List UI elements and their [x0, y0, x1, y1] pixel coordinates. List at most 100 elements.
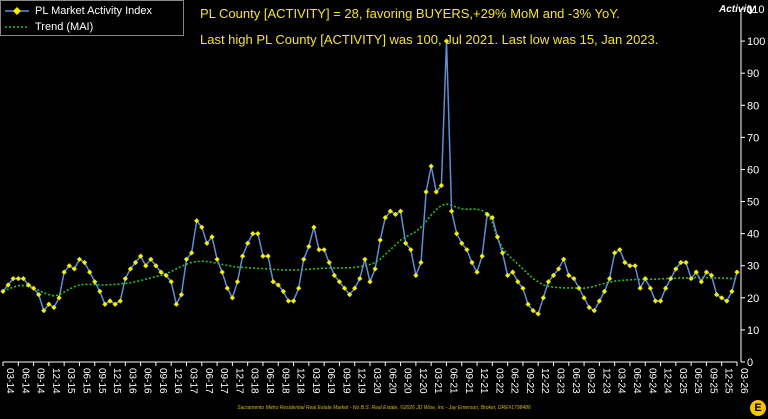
pmai-point [734, 269, 740, 275]
pmai-point [270, 279, 276, 285]
pmai-point [403, 240, 409, 246]
pmai-point [255, 231, 261, 237]
pmai-point [36, 292, 42, 298]
pmai-point [387, 208, 393, 214]
pmai-point [357, 275, 363, 282]
x-tick-label: 06-20 [386, 368, 397, 394]
pmai-point [708, 272, 715, 278]
pmai-point [372, 266, 378, 272]
x-tick-label: 09-22 [524, 368, 535, 394]
pmai-point [56, 295, 62, 301]
pmai-point [408, 247, 414, 253]
pmai-point [392, 211, 399, 217]
x-tick-label: 09-18 [279, 368, 290, 394]
x-tick-label: 06-16 [142, 368, 153, 394]
pmai-point [143, 263, 149, 269]
pmai-point [622, 259, 628, 266]
pmai-point [652, 298, 659, 304]
x-tick-label: 12-18 [295, 368, 306, 394]
pmai-point [729, 288, 735, 294]
x-tick-label: 06-23 [570, 368, 581, 394]
y-tick-label: 0 [747, 357, 753, 369]
pmai-point [234, 279, 241, 285]
pmai-point [443, 38, 450, 44]
pmai-point [122, 275, 128, 282]
pmai-point [530, 308, 536, 314]
legend-label-trend: Trend (MAI) [35, 21, 94, 33]
pmai-point [499, 250, 506, 256]
x-tick-label: 09-25 [707, 368, 718, 394]
pmai-point [505, 272, 511, 278]
pmai-point [173, 301, 179, 307]
x-tick-label: 06-17 [203, 368, 214, 394]
x-tick-label: 03-17 [188, 368, 199, 394]
y-tick-label: 80 [747, 100, 759, 112]
x-tick-label: 09-14 [35, 368, 46, 394]
pmai-point [663, 285, 669, 291]
x-tick-label: 12-24 [662, 368, 673, 394]
pmai-point [714, 292, 720, 298]
pmai-point [540, 295, 546, 301]
pmai-point [647, 285, 653, 291]
pmai-point [183, 256, 190, 262]
x-tick-label: 09-15 [96, 368, 107, 394]
x-tick-label: 06-19 [325, 368, 336, 394]
legend: PL Market Activity Index Trend (MAI) [0, 0, 184, 36]
y-tick-label: 20 [747, 293, 759, 305]
x-tick-label: 06-18 [264, 368, 275, 394]
x-tick-label: 03-22 [493, 368, 504, 394]
pmai-point [454, 231, 460, 237]
pmai-point [724, 298, 730, 304]
x-tick-label: 06-14 [19, 368, 30, 394]
y-tick-label: 110 [747, 4, 765, 16]
pmai-point [51, 304, 57, 311]
x-tick-label: 09-16 [157, 368, 168, 394]
annotation-current: PL County [ACTIVITY] = 28, favoring BUYE… [200, 6, 620, 21]
x-axis: 03-14 06-14 09-14 12-14 03-15 06-15 09-15 12-15… [2, 361, 749, 394]
pmai-point [46, 301, 52, 307]
pmai-point [250, 231, 256, 237]
pmai-point [617, 247, 623, 253]
y-tick-label: 70 [747, 132, 759, 144]
pmai-point [194, 218, 200, 224]
pmai-point [459, 240, 465, 246]
x-tick-label: 12-20 [417, 368, 428, 394]
pmai-point [719, 295, 725, 301]
pmai-point [301, 256, 307, 262]
pmai-point [418, 259, 424, 266]
pmai-point [347, 292, 353, 298]
pmai-point [117, 298, 123, 304]
pmai-point [571, 275, 577, 282]
pmai-point [703, 269, 710, 275]
pmai-point [311, 224, 317, 230]
pmai-point [280, 288, 286, 294]
x-tick-label: 12-14 [50, 368, 61, 394]
pmai-point [188, 250, 195, 256]
pmai-point [464, 247, 470, 253]
pmai-point [525, 301, 531, 307]
pmai-point [214, 256, 220, 262]
pmai-point [433, 189, 439, 195]
pmai-point [229, 295, 235, 301]
x-tick-label: 12-25 [723, 368, 734, 394]
pmai-point [25, 282, 32, 288]
y-tick-label: 10 [747, 325, 759, 337]
x-tick-label: 09-23 [585, 368, 596, 394]
trend-series [2, 203, 737, 297]
pmai-point [469, 259, 475, 266]
pmai-point [92, 279, 98, 285]
pmai-point [296, 285, 302, 291]
x-tick-label: 12-21 [478, 368, 489, 394]
legend-trend-swatch [5, 26, 29, 28]
pmai-point [612, 250, 618, 256]
x-tick-label: 09-17 [218, 368, 229, 394]
x-tick-label: 03-14 [4, 368, 15, 394]
legend-label-pmai: PL Market Activity Index [35, 5, 152, 17]
pmai-point [224, 285, 230, 291]
pmai-point [428, 163, 434, 169]
pmai-point [362, 256, 368, 262]
pmai-point [627, 263, 633, 269]
pmai-point [260, 253, 266, 259]
x-tick-label: 03-21 [432, 368, 443, 394]
pmai-point [632, 263, 638, 269]
